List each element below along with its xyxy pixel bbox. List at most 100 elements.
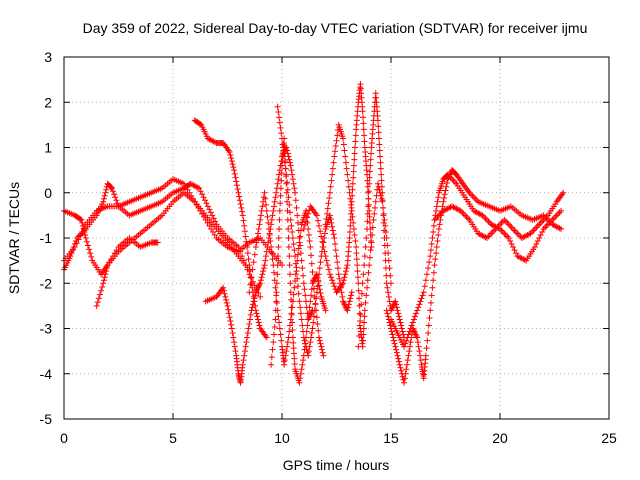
data-point (285, 194, 292, 201)
data-point (384, 310, 391, 317)
data-point (341, 147, 348, 154)
data-point (227, 317, 234, 324)
data-point (317, 259, 324, 266)
data-point (399, 328, 406, 335)
data-point (358, 290, 365, 297)
series-track-4 (93, 235, 161, 309)
data-point (284, 186, 291, 193)
data-point (352, 138, 359, 145)
data-point (206, 222, 213, 229)
data-point (108, 184, 115, 191)
data-point (321, 248, 328, 255)
data-point (378, 177, 385, 184)
data-point (352, 144, 359, 151)
data-point (318, 343, 325, 350)
data-point (365, 269, 372, 276)
data-point (362, 244, 369, 251)
data-point (78, 216, 85, 223)
data-point (290, 350, 297, 357)
data-point (482, 234, 489, 241)
data-point (398, 325, 405, 332)
data-point (314, 320, 321, 327)
data-point (376, 135, 383, 142)
data-point (104, 262, 111, 269)
data-point (286, 253, 293, 260)
data-point (296, 298, 303, 305)
data-point (354, 268, 361, 275)
data-point (361, 313, 368, 320)
data-point (430, 228, 437, 235)
data-point (355, 287, 362, 294)
data-point (289, 176, 296, 183)
data-point (393, 349, 400, 356)
data-point (374, 117, 381, 124)
data-point (102, 271, 109, 278)
data-point (252, 292, 259, 299)
data-point (276, 325, 283, 332)
data-point (197, 188, 204, 195)
data-point (229, 330, 236, 337)
data-point (348, 289, 355, 296)
y-tick-label: -3 (40, 321, 53, 337)
data-point (392, 298, 399, 305)
data-point (350, 168, 357, 175)
data-point (288, 311, 295, 318)
data-point (256, 221, 263, 228)
data-point (385, 293, 392, 300)
data-point (287, 216, 294, 223)
data-point (338, 289, 345, 296)
data-point (403, 337, 410, 344)
data-point (360, 325, 367, 332)
data-point (72, 238, 79, 245)
data-point (294, 283, 301, 290)
data-point (431, 262, 438, 269)
data-point (260, 265, 267, 272)
data-point (224, 302, 231, 309)
data-point (360, 331, 367, 338)
data-point (366, 213, 373, 220)
data-point (101, 274, 108, 281)
data-point (221, 290, 228, 297)
data-point (356, 322, 363, 329)
data-point (435, 225, 442, 232)
data-point (228, 325, 235, 332)
data-point (79, 222, 86, 229)
data-point (310, 319, 317, 326)
data-point (200, 194, 207, 201)
data-point (316, 282, 323, 289)
data-point (293, 204, 300, 211)
data-point (434, 198, 441, 205)
data-point (317, 290, 324, 297)
data-point (345, 183, 352, 190)
data-point (277, 124, 284, 131)
data-point (435, 231, 442, 238)
data-point (282, 352, 289, 359)
data-point (341, 274, 348, 281)
data-point (367, 247, 374, 254)
data-point (286, 209, 293, 216)
data-point (257, 212, 264, 219)
data-point (272, 316, 279, 323)
data-point (292, 271, 299, 278)
data-point (433, 250, 440, 257)
data-point (307, 244, 314, 251)
data-point (94, 299, 101, 306)
data-point (302, 218, 309, 225)
data-point (442, 187, 449, 194)
data-point (228, 155, 235, 162)
data-point (308, 292, 315, 299)
data-point (233, 178, 240, 185)
data-point (299, 322, 306, 329)
data-point (247, 316, 254, 323)
data-point (350, 174, 357, 181)
data-point (366, 262, 373, 269)
data-point (301, 222, 308, 229)
data-point (427, 253, 434, 260)
data-point (389, 331, 396, 338)
data-point (308, 330, 315, 337)
data-point (281, 150, 288, 157)
data-point (324, 262, 331, 269)
data-point (353, 256, 360, 263)
data-point (95, 295, 102, 302)
data-point (297, 310, 304, 317)
